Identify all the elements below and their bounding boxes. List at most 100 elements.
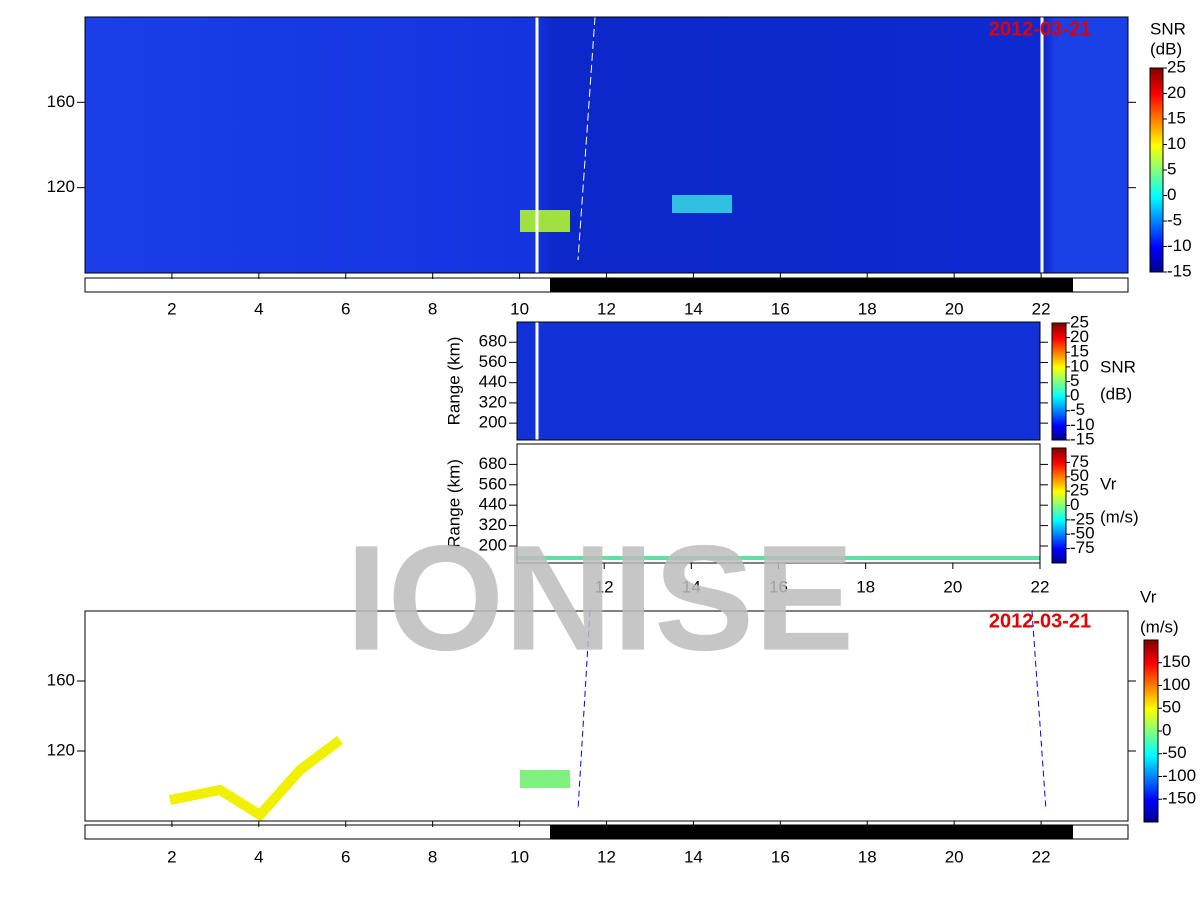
colorbar-tick-label: 5 xyxy=(1167,159,1176,178)
y-tick-label: 440 xyxy=(479,495,507,514)
y-tick-label: 440 xyxy=(479,372,507,391)
colorbar-tick-label: 0 xyxy=(1167,185,1176,204)
y-tick-label: 120 xyxy=(47,177,75,196)
y-tick-label: 200 xyxy=(479,413,507,432)
colorbar-tick-label: 150 xyxy=(1162,652,1190,671)
watermark: IONISE xyxy=(346,514,854,682)
echo-trace xyxy=(169,736,343,822)
panel-background xyxy=(516,443,1041,564)
x-tick-label: 16 xyxy=(771,299,790,318)
x-tick-label: 6 xyxy=(341,847,350,866)
x-tick-label: 20 xyxy=(945,847,964,866)
colorbar-label: (dB) xyxy=(1150,39,1182,58)
colorbar-tick-label: 25 xyxy=(1070,312,1089,331)
colorbar-tick-label: 75 xyxy=(1070,452,1089,471)
x-tick-label: 8 xyxy=(428,299,437,318)
colorbar-tick-label: 50 xyxy=(1070,466,1089,485)
x-tick-label: 18 xyxy=(856,577,875,596)
terminator xyxy=(577,610,591,811)
colorbar-label: SNR xyxy=(1100,357,1136,376)
y-tick-label: 320 xyxy=(479,392,507,411)
colorbar-label: Vr xyxy=(1100,474,1117,493)
y-tick-label: 320 xyxy=(479,515,507,534)
plot-frame xyxy=(516,321,1041,441)
colorbar-tick-label: 0 xyxy=(1070,386,1079,405)
colorbar-label: (m/s) xyxy=(1140,617,1179,636)
echo-strip xyxy=(517,556,1040,560)
colorbar-tick-label: 50 xyxy=(1162,698,1181,717)
y-tick-label: 560 xyxy=(479,474,507,493)
date-label: 2012-03-21 xyxy=(989,18,1091,40)
x-tick-label: 18 xyxy=(858,299,877,318)
colorbar-tick-label: -25 xyxy=(1070,509,1095,528)
x-tick-label: 8 xyxy=(428,847,437,866)
colorbar-tick-label: -15 xyxy=(1070,429,1095,448)
y-tick-label: 160 xyxy=(47,670,75,689)
x-tick-label: 14 xyxy=(684,847,703,866)
colorbar-tick-label: -5 xyxy=(1167,210,1182,229)
x-tick-label: 16 xyxy=(771,847,790,866)
colorbar-tick-label: -10 xyxy=(1070,415,1095,434)
x-tick-label: 16 xyxy=(769,577,788,596)
x-tick-label: 18 xyxy=(858,847,877,866)
colorbar-tick-label: 100 xyxy=(1162,675,1190,694)
night-bar xyxy=(550,825,1073,839)
x-tick-label: 6 xyxy=(341,299,350,318)
y-tick-label: 560 xyxy=(479,352,507,371)
x-tick-label: 12 xyxy=(595,577,614,596)
colorbar-tick-label: 20 xyxy=(1070,327,1089,346)
colorbar-tick-label: 10 xyxy=(1167,134,1186,153)
x-tick-label: 12 xyxy=(597,299,616,318)
x-tick-label: 12 xyxy=(597,847,616,866)
colorbar-tick-label: 25 xyxy=(1070,481,1089,500)
colorbar xyxy=(1143,639,1159,823)
terminator xyxy=(1031,610,1047,811)
panel-background xyxy=(85,17,1128,273)
colorbar-tick-label: 15 xyxy=(1070,342,1089,361)
colorbar-label: (m/s) xyxy=(1100,507,1139,526)
y-tick-label: 160 xyxy=(47,92,75,111)
x-tick-label: 22 xyxy=(1032,299,1051,318)
echo-patch xyxy=(520,770,570,788)
x-tick-label: 22 xyxy=(1031,577,1050,596)
y-axis-label: Range (km) xyxy=(444,459,463,548)
colorbar-tick-label: 5 xyxy=(1070,371,1079,390)
x-tick-label: 20 xyxy=(943,577,962,596)
colorbar-tick-label: 0 xyxy=(1162,720,1171,739)
x-tick-label: 10 xyxy=(510,299,529,318)
x-tick-label: 10 xyxy=(510,847,529,866)
x-tick-label: 14 xyxy=(684,299,703,318)
colorbar-tick-label: 20 xyxy=(1167,83,1186,102)
colorbar-tick-label: -100 xyxy=(1162,766,1196,785)
x-tick-label: 14 xyxy=(682,577,701,596)
terminator xyxy=(577,16,596,261)
colorbar xyxy=(1051,447,1067,564)
echo-patch xyxy=(520,210,570,232)
colorbar-tick-label: -50 xyxy=(1070,524,1095,543)
y-axis-label: Range (km) xyxy=(444,337,463,426)
colorbar-tick-label: -75 xyxy=(1070,538,1095,557)
colorbar-label: Vr xyxy=(1140,587,1157,606)
panel-background xyxy=(517,322,1040,440)
colorbar-label: (dB) xyxy=(1100,384,1132,403)
y-tick-label: 200 xyxy=(479,535,507,554)
date-label: 2012-03-21 xyxy=(989,610,1091,632)
night-bar xyxy=(550,278,1073,292)
colorbar-tick-label: 10 xyxy=(1070,356,1089,375)
x-tick-label: 4 xyxy=(254,299,263,318)
colorbar-tick-label: -5 xyxy=(1070,400,1085,419)
panel-background xyxy=(84,610,1129,822)
x-tick-label: 22 xyxy=(1032,847,1051,866)
x-tick-label: 2 xyxy=(167,847,176,866)
colorbar-label: SNR xyxy=(1150,19,1186,38)
x-tick-label: 2 xyxy=(167,299,176,318)
colorbar-tick-label: -50 xyxy=(1162,743,1187,762)
x-tick-label: 4 xyxy=(254,847,263,866)
colorbar xyxy=(1051,322,1067,441)
colorbar xyxy=(1149,67,1164,273)
x-tick-label: 20 xyxy=(945,299,964,318)
echo-patch xyxy=(672,195,732,213)
colorbar-tick-label: -15 xyxy=(1167,261,1192,280)
